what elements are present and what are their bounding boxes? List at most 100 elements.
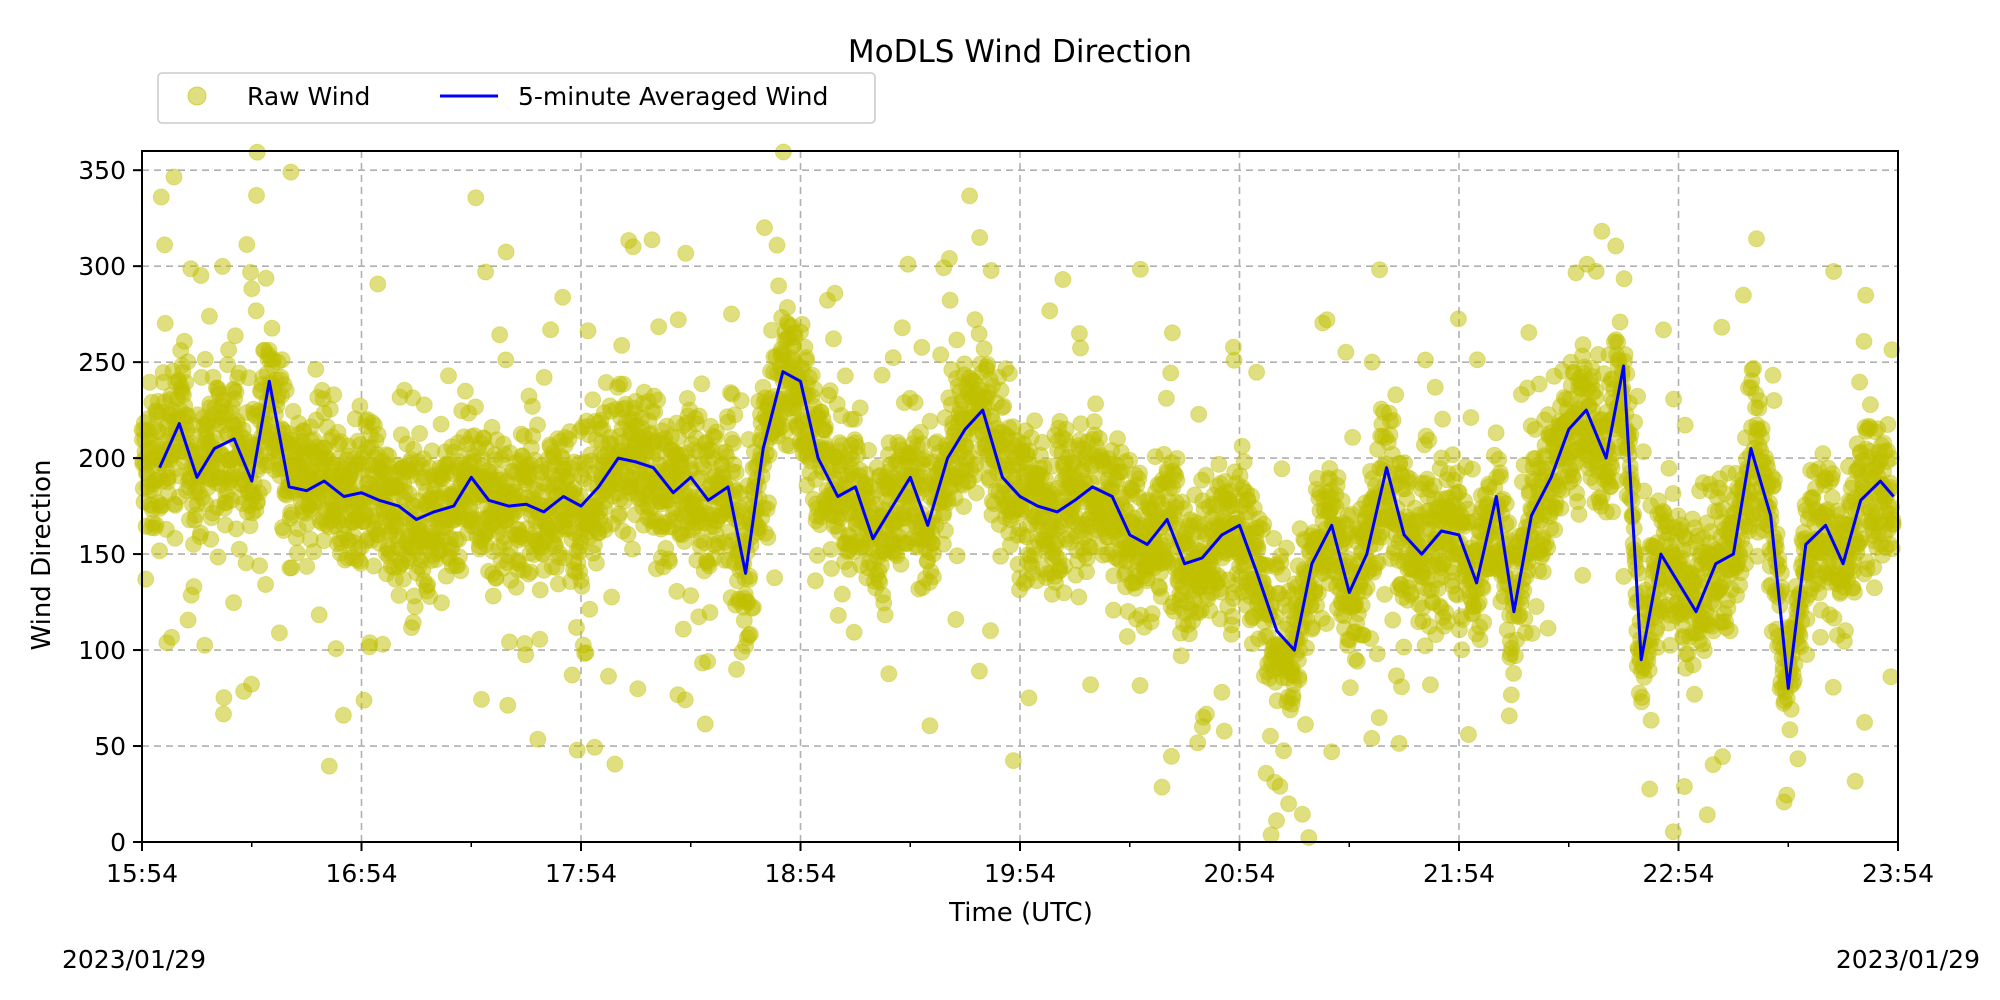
raw-wind-point [587,554,605,572]
raw-wind-point [676,691,694,709]
raw-wind-point [467,398,484,416]
raw-wind-point [1695,642,1713,660]
raw-wind-point [1278,539,1296,557]
raw-wind-point [531,630,549,648]
raw-wind-point [226,327,244,345]
raw-wind-point [860,441,878,459]
raw-wind-point [1587,262,1605,280]
raw-wind-point [185,578,203,596]
raw-wind-point [1363,729,1381,747]
raw-wind-point [975,340,993,358]
raw-wind-point [1225,351,1243,369]
raw-wind-point [970,662,988,680]
raw-wind-point [948,331,966,349]
raw-wind-point [1487,424,1505,442]
raw-wind-point [1505,664,1523,682]
raw-wind-point [248,186,265,204]
raw-wind-point [497,351,515,369]
raw-wind-point [1082,676,1100,694]
raw-wind-point [1344,428,1362,446]
raw-wind-point [220,341,238,359]
raw-wind-point [826,284,844,302]
raw-wind-point [1223,608,1241,625]
raw-wind-point [1721,622,1739,640]
raw-wind-point [966,311,984,329]
raw-wind-point [152,188,170,206]
raw-wind-point [845,623,863,641]
raw-wind-point [1634,443,1652,461]
raw-wind-point [1745,359,1762,377]
raw-wind-point [770,277,788,295]
raw-wind-point [1764,366,1782,384]
raw-wind-point [726,406,744,424]
raw-wind-point [584,391,602,409]
raw-wind-point [1460,726,1477,743]
raw-wind-point [1275,742,1293,760]
raw-wind-point [1210,455,1228,473]
raw-wind-point [334,706,352,724]
raw-wind-point [1789,750,1807,768]
raw-wind-point [209,548,227,566]
raw-wind-point [432,415,450,433]
raw-wind-point [227,383,245,401]
raw-wind-point [1615,270,1633,288]
raw-wind-point [1190,405,1208,423]
raw-wind-point [1655,321,1672,339]
raw-wind-point [693,375,711,393]
raw-wind-point [305,543,323,561]
raw-wind-point [1396,454,1413,472]
raw-wind-point [1255,515,1273,533]
raw-wind-point [1249,540,1267,558]
raw-wind-point [1765,471,1783,489]
raw-wind-point [1616,346,1634,363]
raw-wind-point [523,397,541,415]
raw-wind-point [179,611,197,629]
raw-wind-point [517,646,535,664]
raw-wind-point [669,311,687,329]
raw-wind-point [1233,437,1251,455]
raw-wind-point [1213,683,1231,701]
raw-wind-point [1530,375,1548,393]
raw-wind-point [913,338,931,356]
raw-wind-point [531,581,549,599]
raw-wind-point [467,189,485,207]
raw-wind-scatter [133,143,1902,846]
raw-wind-point [924,568,942,586]
raw-wind-point [766,569,784,587]
raw-wind-point [793,315,811,333]
raw-wind-point [497,243,515,261]
raw-wind-point [677,244,695,262]
raw-wind-point [727,463,745,481]
raw-wind-point [606,755,624,773]
raw-wind-point [1765,392,1783,409]
raw-wind-point [1298,639,1315,657]
raw-wind-point [1502,686,1520,704]
raw-wind-point [1300,829,1318,846]
raw-wind-point [1629,387,1647,405]
raw-wind-point [568,619,585,636]
raw-wind-point [971,229,989,246]
raw-wind-point [214,257,231,275]
raw-wind-point [351,397,369,415]
raw-wind-point [137,570,155,588]
raw-wind-point [577,644,595,662]
raw-wind-point [1130,464,1148,482]
raw-wind-point [484,587,502,605]
raw-wind-point [1664,485,1682,502]
raw-wind-point [270,624,288,642]
raw-wind-point [1635,482,1653,500]
raw-wind-point [1261,727,1279,745]
raw-wind-point [768,236,786,254]
raw-wind-point [1449,310,1467,328]
raw-wind-point [893,319,911,337]
raw-wind-point [674,620,692,638]
raw-wind-point [247,302,265,320]
raw-wind-point [1026,412,1044,430]
raw-wind-point [728,660,745,678]
raw-wind-point [1713,318,1731,336]
raw-wind-point [1168,450,1186,467]
raw-wind-point [404,613,422,631]
raw-wind-point [1604,503,1622,521]
raw-wind-point [1539,539,1557,557]
raw-wind-point [1317,615,1335,632]
